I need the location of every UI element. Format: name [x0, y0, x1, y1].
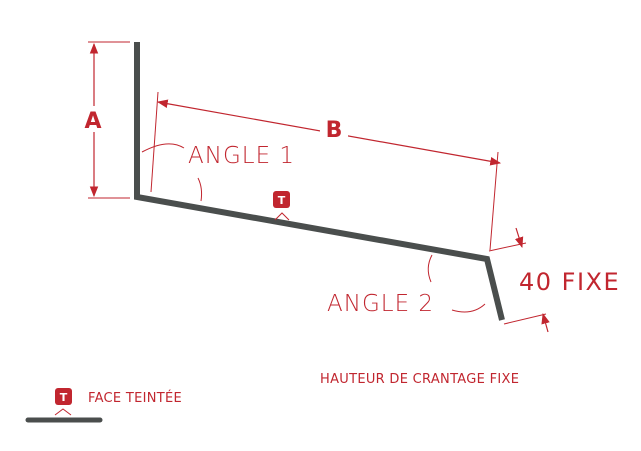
label-a: A [84, 109, 101, 134]
label-b: B [326, 118, 343, 143]
dimension-b: B [150, 91, 502, 251]
tinted-badge-letter: T [278, 194, 286, 207]
legend: T FACE TEINTÉE [25, 388, 182, 423]
tinted-face-badge: T [273, 191, 290, 221]
legend-label: FACE TEINTÉE [88, 390, 182, 406]
angle-2-label: ANGLE 2 [327, 291, 434, 317]
metal-profile [134, 42, 505, 321]
legend-badge-letter: T [60, 391, 68, 404]
dimension-a: A [80, 41, 130, 199]
legend-badge-icon [55, 388, 72, 405]
angle-1-marker: ANGLE 1 [141, 143, 295, 202]
crimp-height-note: HAUTEUR DE CRANTAGE FIXE [320, 372, 519, 387]
angle-1-label: ANGLE 1 [188, 143, 295, 169]
angle-2-marker: ANGLE 2 [327, 254, 486, 317]
fixed-height-dimension: 40 FIXE [488, 227, 620, 333]
fixed-height-label: 40 FIXE [519, 268, 620, 296]
